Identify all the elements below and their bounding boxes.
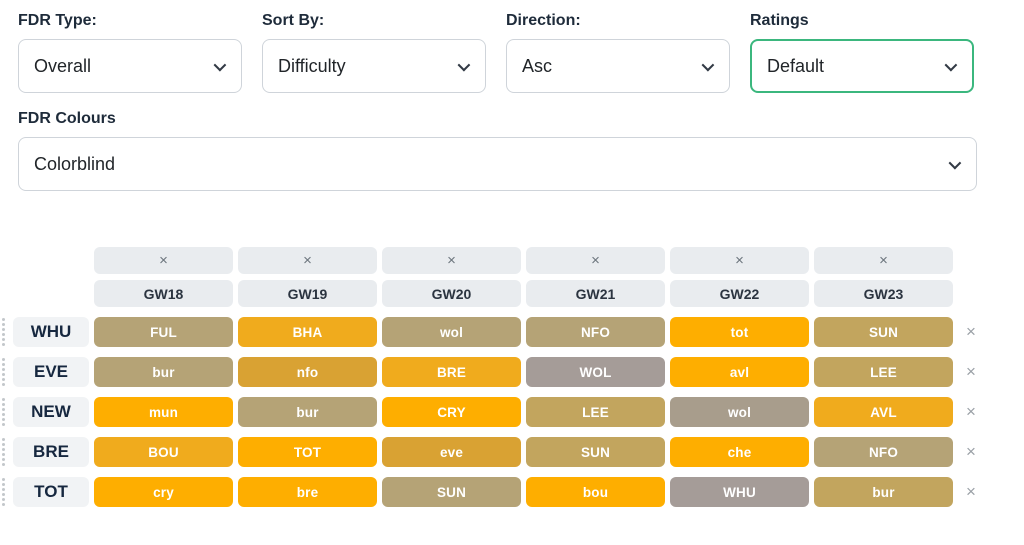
- filter-group-fdr-type: FDR Type: Overall: [18, 12, 242, 93]
- fixture-cell[interactable]: WHU: [670, 477, 809, 507]
- gw-remove-button[interactable]: ×: [238, 247, 377, 274]
- gw-remove-button[interactable]: ×: [670, 247, 809, 274]
- fixture-cell[interactable]: NFO: [814, 437, 953, 467]
- chevron-down-icon: [213, 58, 227, 71]
- fixture-cell[interactable]: TOT: [238, 437, 377, 467]
- team-label: NEW: [13, 397, 89, 427]
- row-remove-button[interactable]: ×: [966, 322, 976, 341]
- chevron-down-icon: [948, 156, 962, 169]
- row-drag-handle[interactable]: [2, 438, 8, 466]
- fixture-cell[interactable]: tot: [670, 317, 809, 347]
- fixture-cell[interactable]: mun: [94, 397, 233, 427]
- fixture-cell[interactable]: nfo: [238, 357, 377, 387]
- row-remove-button[interactable]: ×: [966, 442, 976, 461]
- fixture-cell[interactable]: SUN: [526, 437, 665, 467]
- fixture-cell[interactable]: FUL: [94, 317, 233, 347]
- gw-remove-button[interactable]: ×: [382, 247, 521, 274]
- row-remove-button[interactable]: ×: [966, 402, 976, 421]
- team-label: WHU: [13, 317, 89, 347]
- fdr-colours-select[interactable]: Colorblind: [18, 137, 977, 191]
- fixture-cell[interactable]: bur: [814, 477, 953, 507]
- gw-label: GW20: [382, 280, 521, 307]
- chevron-down-icon: [457, 58, 471, 71]
- team-label: BRE: [13, 437, 89, 467]
- fixture-cell[interactable]: avl: [670, 357, 809, 387]
- fixture-cell[interactable]: che: [670, 437, 809, 467]
- ratings-label: Ratings: [750, 12, 809, 29]
- ratings-select[interactable]: Default: [750, 39, 974, 93]
- chevron-down-icon: [701, 58, 715, 71]
- fixture-cell[interactable]: SUN: [814, 317, 953, 347]
- gw-label: GW21: [526, 280, 665, 307]
- fixture-cell[interactable]: wol: [670, 397, 809, 427]
- fixture-cell[interactable]: bur: [94, 357, 233, 387]
- gw-remove-button[interactable]: ×: [814, 247, 953, 274]
- gw-column-header: × GW21: [526, 247, 665, 307]
- chevron-down-icon: [944, 58, 958, 71]
- direction-select[interactable]: Asc: [506, 39, 730, 93]
- fixture-cell[interactable]: BRE: [382, 357, 521, 387]
- fixture-cell[interactable]: BHA: [238, 317, 377, 347]
- sort-by-label: Sort By:: [262, 12, 325, 29]
- row-drag-handle[interactable]: [2, 358, 8, 386]
- fixture-cell[interactable]: bur: [238, 397, 377, 427]
- filter-group-ratings: Ratings Default: [750, 12, 974, 93]
- gw-column-header: × GW20: [382, 247, 521, 307]
- fixture-cell[interactable]: cry: [94, 477, 233, 507]
- gw-label: GW22: [670, 280, 809, 307]
- fixture-cell[interactable]: NFO: [526, 317, 665, 347]
- gw-column-header: × GW22: [670, 247, 809, 307]
- sort-by-select[interactable]: Difficulty: [262, 39, 486, 93]
- fixture-cell[interactable]: WOL: [526, 357, 665, 387]
- fixture-cell[interactable]: wol: [382, 317, 521, 347]
- fixture-cell[interactable]: LEE: [526, 397, 665, 427]
- fdr-type-value: Overall: [34, 55, 92, 76]
- direction-value: Asc: [522, 55, 553, 76]
- filter-row: FDR Type: Overall Sort By: Difficulty Di…: [18, 12, 1006, 93]
- gw-label: GW19: [238, 280, 377, 307]
- direction-label: Direction:: [506, 12, 581, 29]
- fixture-cell[interactable]: bou: [526, 477, 665, 507]
- fdr-type-select[interactable]: Overall: [18, 39, 242, 93]
- row-remove-button[interactable]: ×: [966, 482, 976, 501]
- gw-remove-button[interactable]: ×: [526, 247, 665, 274]
- fdr-colours-value: Colorblind: [34, 153, 116, 174]
- fixture-cell[interactable]: eve: [382, 437, 521, 467]
- row-drag-handle[interactable]: [2, 398, 8, 426]
- row-remove-button[interactable]: ×: [966, 362, 976, 381]
- fdr-type-label: FDR Type:: [18, 12, 97, 29]
- gw-column-header: × GW19: [238, 247, 377, 307]
- fdr-table: × GW18 × GW19 × GW20 × GW21 × GW22 × GW23 WHU FUL BHA w…: [0, 247, 1024, 507]
- team-label: EVE: [13, 357, 89, 387]
- fixture-cell[interactable]: LEE: [814, 357, 953, 387]
- fdr-colours-label: FDR Colours: [18, 110, 116, 127]
- fixture-cell[interactable]: SUN: [382, 477, 521, 507]
- sort-by-value: Difficulty: [278, 55, 346, 76]
- gw-column-header: × GW18: [94, 247, 233, 307]
- filter-group-fdr-colours: FDR Colours Colorblind: [18, 110, 1006, 191]
- fixture-cell[interactable]: CRY: [382, 397, 521, 427]
- gw-label: GW18: [94, 280, 233, 307]
- row-drag-handle[interactable]: [2, 318, 8, 346]
- fixture-cell[interactable]: AVL: [814, 397, 953, 427]
- fixture-cell[interactable]: BOU: [94, 437, 233, 467]
- team-label: TOT: [13, 477, 89, 507]
- row-drag-handle[interactable]: [2, 478, 8, 506]
- ratings-value: Default: [767, 55, 825, 76]
- filters-section: FDR Type: Overall Sort By: Difficulty Di…: [0, 0, 1024, 191]
- gw-column-header: × GW23: [814, 247, 953, 307]
- gw-remove-button[interactable]: ×: [94, 247, 233, 274]
- filter-group-direction: Direction: Asc: [506, 12, 730, 93]
- gw-label: GW23: [814, 280, 953, 307]
- fixture-cell[interactable]: bre: [238, 477, 377, 507]
- filter-group-sort-by: Sort By: Difficulty: [262, 12, 486, 93]
